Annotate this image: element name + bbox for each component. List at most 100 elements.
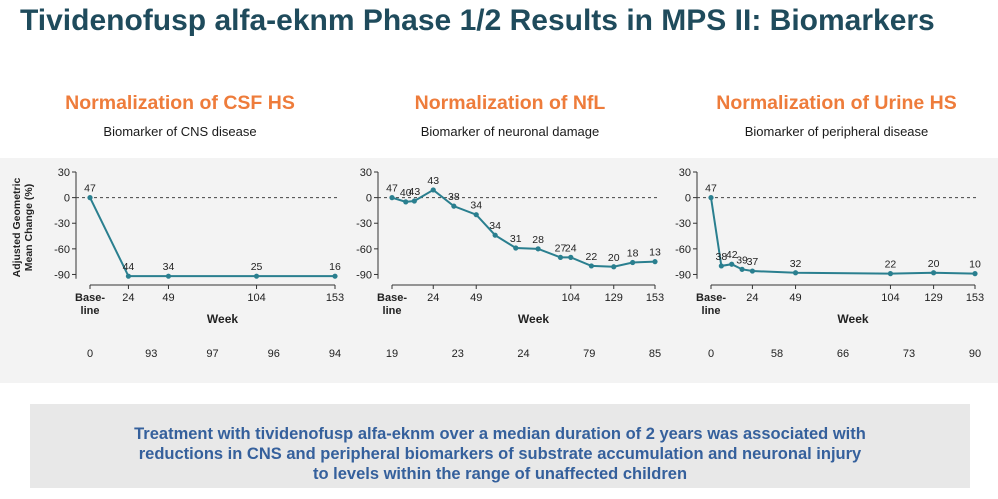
x-tick-label: Base-	[377, 292, 407, 304]
x-tick-label: 24	[746, 292, 758, 304]
data-point	[165, 273, 172, 279]
data-point	[513, 245, 519, 251]
y-tick-label: 30	[679, 167, 691, 179]
nfl-panel: Normalization of NfL Biomarker of neuron…	[345, 88, 675, 388]
point-label: 43	[427, 175, 439, 187]
count-label: 93	[145, 348, 157, 360]
data-point	[253, 273, 260, 279]
count-label: 85	[649, 348, 661, 360]
urine-hs-panel: Normalization of Urine HS Biomarker of p…	[675, 88, 998, 388]
x-tick-label: 49	[789, 292, 801, 304]
panel-title: Normalization of CSF HS	[65, 92, 295, 114]
data-point	[411, 198, 417, 204]
data-point	[652, 259, 658, 265]
count-label: 90	[969, 348, 981, 360]
point-label: 47	[386, 183, 398, 195]
x-tick-label: line	[383, 305, 402, 317]
x-tick-label: 104	[881, 292, 899, 304]
point-label: 38	[716, 251, 728, 263]
x-tick-label: 49	[470, 292, 482, 304]
x-tick-label: 129	[605, 292, 623, 304]
point-label: 43	[409, 186, 421, 198]
point-label: 42	[726, 249, 738, 261]
count-label: 96	[268, 348, 280, 360]
data-point	[332, 273, 338, 279]
data-point	[588, 263, 594, 269]
point-label: 28	[532, 234, 544, 246]
y-tick-label: -90	[675, 269, 691, 281]
panel-subtitle: Biomarker of CNS disease	[103, 124, 257, 139]
data-point	[87, 195, 93, 201]
data-point	[557, 254, 564, 260]
count-label: 0	[708, 348, 714, 360]
x-axis-label: Week	[518, 312, 549, 326]
point-label: 22	[885, 259, 897, 271]
point-label: 34	[489, 220, 501, 232]
point-label: 25	[251, 261, 263, 273]
takeaway-text: Treatment with tividenofusp alfa-eknm ov…	[30, 424, 970, 484]
data-point	[430, 187, 436, 193]
point-label: 44	[123, 261, 135, 273]
x-tick-label: line	[81, 305, 100, 317]
point-label: 37	[747, 256, 759, 268]
data-point	[389, 195, 395, 201]
data-point	[708, 195, 714, 201]
x-tick-label: line	[702, 305, 721, 317]
takeaway-line: reductions in CNS and peripheral biomark…	[138, 445, 862, 463]
point-label: 18	[627, 248, 639, 260]
y-tick-label: -60	[356, 244, 372, 256]
point-label: 38	[448, 191, 460, 203]
x-tick-label: 24	[427, 292, 439, 304]
data-point	[568, 254, 574, 260]
x-tick-label: 129	[924, 292, 942, 304]
point-label: 20	[928, 258, 940, 270]
chart-area: 30 0 -30 -60 -90 Base-line 24 49 104 129 153 Week 0 5…	[675, 158, 998, 383]
point-label: 39	[736, 254, 748, 266]
panel-title: Normalization of NfL	[414, 92, 606, 114]
data-point	[403, 199, 409, 205]
y-tick-label: -30	[54, 218, 70, 230]
chart-area: 30 0 -30 -60 -90 Base-line 24 49 104 129 153 Week 19…	[345, 158, 675, 383]
x-tick-label: 153	[966, 292, 984, 304]
y-axis-label-line: Adjusted Geometric	[11, 177, 23, 277]
y-tick-label: 0	[64, 193, 70, 205]
point-label: 10	[969, 259, 981, 271]
data-point	[792, 270, 799, 276]
data-point	[473, 212, 479, 218]
y-tick-label: -60	[675, 244, 691, 256]
slide-title: Tividenofusp alfa-eknm Phase 1/2 Results…	[20, 4, 935, 37]
data-point	[972, 271, 978, 277]
count-label: 24	[517, 348, 529, 360]
point-label: 27	[555, 242, 567, 254]
count-label: 94	[329, 348, 341, 360]
count-label: 79	[583, 348, 595, 360]
x-tick-label: Base-	[696, 292, 726, 304]
x-tick-label: 24	[122, 292, 134, 304]
point-label: 16	[329, 261, 341, 273]
data-point	[718, 263, 724, 269]
x-tick-label: 104	[562, 292, 580, 304]
data-point	[887, 271, 894, 277]
count-label: 58	[771, 348, 783, 360]
point-label: 13	[649, 247, 661, 259]
y-tick-label: -60	[54, 244, 70, 256]
x-axis-label: Week	[207, 312, 238, 326]
point-label: 20	[608, 252, 620, 264]
csf-hs-panel: Normalization of CSF HS Biomarker of CNS…	[0, 88, 345, 388]
y-axis-label-line: Mean Change (%)	[23, 184, 35, 272]
x-axis-label: Week	[837, 312, 868, 326]
y-tick-label: -30	[675, 218, 691, 230]
point-label: 34	[470, 200, 482, 212]
count-label: 23	[452, 348, 464, 360]
x-tick-label: 153	[646, 292, 664, 304]
y-tick-label: -90	[356, 269, 372, 281]
y-tick-label: 0	[366, 193, 372, 205]
data-point	[611, 264, 617, 270]
point-label: 31	[510, 233, 522, 245]
panel-subtitle: Biomarker of neuronal damage	[420, 124, 600, 139]
data-point	[125, 273, 132, 279]
y-tick-label: 30	[58, 167, 70, 179]
data-point	[930, 270, 937, 276]
y-tick-label: -30	[356, 218, 372, 230]
count-label: 66	[837, 348, 849, 360]
